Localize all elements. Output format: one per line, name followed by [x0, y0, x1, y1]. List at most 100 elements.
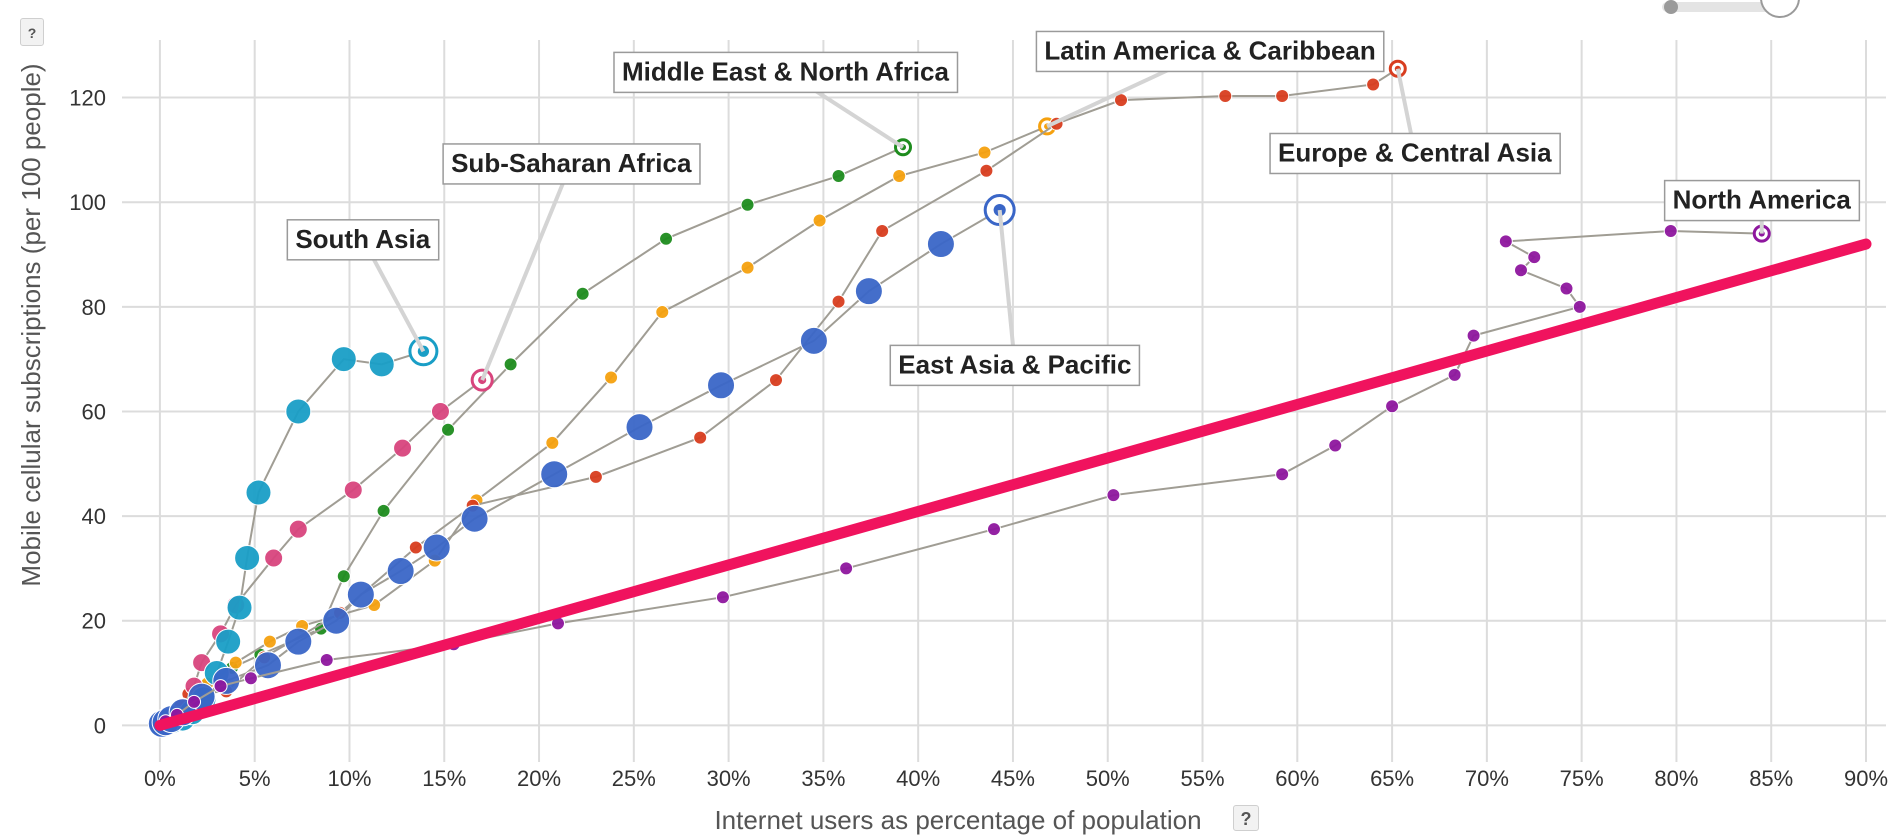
data-point[interactable] [1559, 281, 1574, 296]
data-point[interactable] [1106, 488, 1121, 503]
data-point[interactable] [393, 438, 413, 458]
data-point[interactable] [213, 679, 228, 694]
callout-label: East Asia & Pacific [898, 349, 1131, 379]
data-point[interactable] [1366, 77, 1381, 92]
data-point[interactable] [839, 561, 854, 576]
data-point[interactable] [215, 628, 242, 655]
x-tick-label: 70% [1465, 766, 1509, 791]
data-point[interactable] [831, 294, 846, 309]
data-point[interactable] [319, 652, 334, 667]
data-point[interactable] [503, 357, 518, 372]
data-point[interactable] [285, 398, 312, 425]
data-point[interactable] [330, 346, 357, 373]
data-point[interactable] [987, 522, 1001, 537]
data-point[interactable] [1498, 234, 1513, 249]
x-tick-label: 85% [1749, 766, 1793, 791]
y-tick-label: 100 [69, 190, 106, 215]
callout-east-asia-pacific[interactable]: East Asia & Pacific [889, 209, 1141, 387]
callout-box [1663, 179, 1861, 222]
x-axis-help-button[interactable]: ? [1233, 805, 1259, 831]
zoom-slider-handle[interactable] [1760, 0, 1800, 18]
data-point[interactable] [346, 580, 375, 609]
data-point[interactable] [875, 223, 890, 238]
data-point[interactable] [979, 163, 994, 178]
callout-label: Europe & Central Asia [1278, 137, 1552, 167]
data-point[interactable] [430, 401, 450, 421]
x-tick-label: 30% [707, 766, 751, 791]
data-point[interactable] [693, 430, 708, 445]
callout-middle-east-north-africa[interactable]: Middle East & North Africa [613, 51, 959, 149]
data-point[interactable] [408, 540, 423, 555]
data-point[interactable] [243, 671, 258, 686]
data-point[interactable] [336, 569, 351, 584]
data-point[interactable] [1275, 88, 1290, 103]
data-point[interactable] [228, 655, 243, 670]
data-point[interactable] [540, 460, 569, 489]
data-point[interactable] [588, 469, 603, 484]
data-point[interactable] [769, 373, 783, 388]
data-point[interactable] [707, 371, 736, 400]
y-tick-label: 0 [94, 713, 106, 738]
data-point[interactable] [1466, 328, 1481, 343]
data-point[interactable] [368, 351, 395, 378]
zoom-slider-track[interactable] [1662, 2, 1772, 12]
callout-europe-central-asia[interactable]: Europe & Central Asia [1269, 68, 1561, 175]
callout-sub-saharan-africa[interactable]: Sub-Saharan Africa [442, 143, 701, 381]
callout-north-america[interactable]: North America [1663, 179, 1861, 234]
x-tick-label: 35% [801, 766, 845, 791]
data-point[interactable] [284, 627, 313, 656]
data-point[interactable] [460, 504, 489, 533]
data-point[interactable] [604, 370, 619, 385]
x-tick-label: 50% [1086, 766, 1130, 791]
data-point[interactable] [1572, 299, 1587, 314]
data-point[interactable] [1663, 223, 1678, 238]
data-point[interactable] [234, 544, 261, 571]
data-point[interactable] [1447, 367, 1462, 382]
callout-label: South Asia [295, 224, 430, 254]
data-point[interactable] [977, 145, 992, 160]
data-point[interactable] [441, 422, 456, 437]
data-point[interactable] [1527, 250, 1542, 265]
data-point[interactable] [715, 590, 730, 605]
data-point[interactable] [1513, 263, 1528, 278]
data-point[interactable] [1328, 438, 1343, 453]
data-point[interactable] [575, 286, 590, 301]
data-point[interactable] [226, 594, 253, 621]
data-point[interactable] [422, 533, 451, 562]
data-point[interactable] [262, 634, 277, 649]
zoom-slider-min-handle[interactable] [1664, 0, 1678, 14]
data-point[interactable] [892, 169, 907, 184]
callout-label: Sub-Saharan Africa [451, 148, 692, 178]
callout-latin-america-caribbean[interactable]: Latin America & Caribbean [1035, 30, 1385, 129]
data-point[interactable] [376, 503, 391, 518]
data-point[interactable] [659, 231, 674, 246]
data-point[interactable] [288, 519, 308, 539]
data-point[interactable] [655, 305, 670, 320]
zoom-slider[interactable] [1660, 0, 1800, 26]
data-point[interactable] [545, 435, 560, 450]
callout-south-asia[interactable]: South Asia [286, 219, 440, 353]
series-north-america [158, 223, 1771, 729]
data-point[interactable] [740, 260, 755, 275]
data-point[interactable] [1385, 399, 1400, 414]
data-point[interactable] [625, 413, 654, 442]
data-point[interactable] [740, 197, 755, 212]
series-trail-line [165, 229, 1762, 723]
data-point[interactable] [831, 169, 846, 184]
data-point[interactable] [322, 606, 351, 635]
data-point[interactable] [343, 480, 363, 500]
y-tick-label: 80 [82, 295, 106, 320]
data-point[interactable] [386, 557, 415, 586]
x-tick-label: 75% [1560, 766, 1604, 791]
data-point[interactable] [245, 479, 272, 506]
data-point[interactable] [799, 326, 828, 355]
data-point[interactable] [1275, 467, 1290, 482]
data-point[interactable] [187, 694, 202, 709]
data-point[interactable] [264, 548, 284, 568]
data-point[interactable] [854, 277, 883, 306]
data-point[interactable] [1218, 88, 1233, 103]
help-button[interactable]: ? [20, 18, 44, 46]
data-point[interactable] [926, 230, 955, 259]
x-axis-ticks: 0% 5% 10% 15% 20% 25% 30% 35% 40% 45% 50% 55% 60% 65%… [144, 766, 1888, 791]
data-point[interactable] [812, 213, 827, 228]
